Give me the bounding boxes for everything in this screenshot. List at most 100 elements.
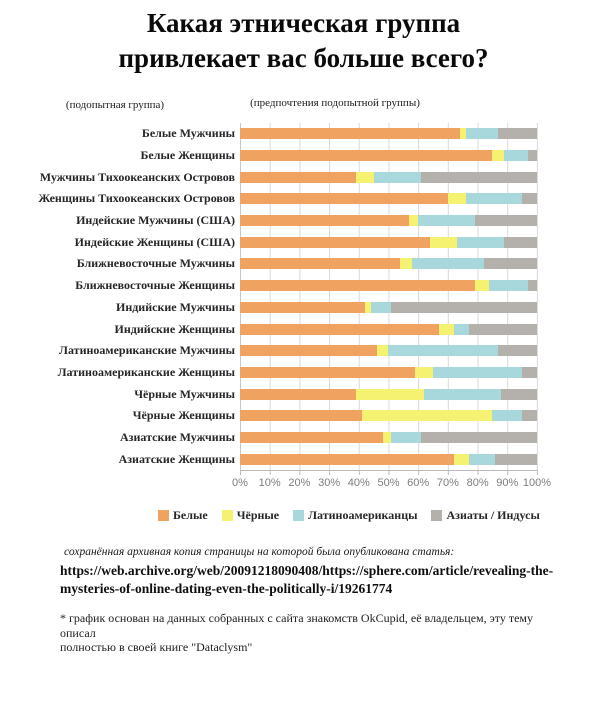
chart-row: Чёрные Женщины (0, 405, 607, 427)
bar-segment (474, 215, 537, 227)
bar-segment (240, 323, 439, 335)
category-label: Белые Женщины (140, 148, 235, 163)
stacked-bar-chart: Белые Мужчины Белые Женщины Мужчины Тихоок… (0, 123, 607, 503)
bar-track (240, 215, 537, 227)
legend: Белые Чёрные Латиноамериканцы Азиаты / Инду… (158, 508, 540, 523)
bar-segment (361, 410, 493, 422)
legend-swatch (293, 510, 305, 521)
stacked-bar (240, 280, 537, 292)
archive-url-line1: https://web.archive.org/web/200912180904… (60, 563, 554, 578)
archive-url: https://web.archive.org/web/200912180904… (60, 562, 590, 597)
stacked-bar (240, 301, 537, 313)
bar-segment (498, 128, 537, 140)
chart-row: Азиатские Женщины (0, 448, 607, 470)
bar-segment (415, 366, 434, 378)
legend-item: Азиаты / Индусы (431, 508, 540, 523)
x-tick-label: 20% (288, 477, 311, 489)
bar-rows: Белые Мужчины Белые Женщины Мужчины Тихоок… (0, 123, 607, 470)
category-label: Чёрные Женщины (132, 408, 235, 423)
archive-url-line2: mysteries-of-online-dating-even-the-poli… (60, 580, 393, 596)
bar-segment (391, 301, 537, 313)
bar-track (240, 345, 537, 357)
bar-segment (240, 258, 401, 270)
bar-segment (528, 150, 537, 162)
bar-segment (421, 171, 537, 183)
chart-row: Белые Мужчины (0, 123, 607, 145)
x-tick-label: 10% (258, 477, 281, 489)
bar-track (240, 388, 537, 400)
source-footnote: * график основан на данных собранных с с… (60, 611, 570, 655)
bar-segment (421, 431, 537, 443)
bar-segment (447, 193, 466, 205)
category-label: Азиатские Женщины (118, 451, 235, 466)
bar-segment (240, 431, 383, 443)
page-title-line1: Какая этническая группа (146, 8, 461, 38)
category-label: Азиатские Мужчины (120, 429, 235, 444)
bar-segment (483, 258, 537, 270)
subtitle-test-group: (подопытная группа) (65, 99, 165, 111)
bar-track (240, 431, 537, 443)
bar-track (240, 410, 537, 422)
stacked-bar (240, 345, 537, 357)
legend-item: Латиноамериканцы (293, 508, 417, 523)
legend-label: Чёрные (236, 508, 280, 522)
bar-segment (391, 431, 422, 443)
bar-segment (465, 128, 499, 140)
bar-segment (240, 345, 377, 357)
bar-segment (240, 366, 416, 378)
x-tick-label: 100% (522, 477, 552, 489)
bar-segment (418, 215, 475, 227)
bar-segment (370, 301, 392, 313)
chart-row: Женщины Тихоокеанских Островов (0, 188, 607, 210)
legend-swatch (431, 510, 443, 521)
bar-segment (240, 280, 475, 292)
bar-track (240, 323, 537, 335)
bar-track (240, 128, 537, 140)
chart-row: Ближневосточные Женщины (0, 275, 607, 297)
bar-segment (240, 301, 365, 313)
bar-track (240, 258, 537, 270)
legend-swatch (221, 510, 233, 521)
bar-track (240, 236, 537, 248)
stacked-bar (240, 323, 537, 335)
x-axis-tick-marks (240, 471, 538, 475)
source-footnote-line1: * график основан на данных собранных с с… (60, 611, 534, 640)
chart-row: Ближневосточные Мужчины (0, 253, 607, 275)
category-label: Мужчины Тихоокеанских Островов (39, 169, 235, 184)
bar-segment (498, 345, 537, 357)
x-axis-labels: 0% 10% 20% 30% 40% 50% 60% 70% 80% 90% 100% (232, 477, 551, 491)
bar-segment (522, 410, 537, 422)
archive-note: сохранённая архивная копия страницы на к… (64, 546, 455, 558)
chart-row: Индейские Мужчины (США) (0, 210, 607, 232)
bar-segment (240, 388, 356, 400)
category-label: Индейские Мужчины (США) (76, 213, 235, 228)
stacked-bar (240, 128, 537, 140)
bar-segment (456, 236, 505, 248)
bar-segment (468, 323, 537, 335)
stacked-bar (240, 150, 537, 162)
x-tick-label: 40% (347, 477, 370, 489)
bar-segment (489, 280, 529, 292)
category-label: Латиноамериканские Мужчины (59, 343, 235, 358)
category-label: Белые Мужчины (141, 126, 235, 141)
bar-segment (240, 128, 460, 140)
bar-segment (459, 128, 466, 140)
chart-row: Мужчины Тихоокеанских Островов (0, 166, 607, 188)
bar-segment (430, 236, 457, 248)
bar-segment (355, 171, 374, 183)
bar-segment (453, 323, 469, 335)
bar-segment (240, 215, 410, 227)
stacked-bar (240, 410, 537, 422)
stacked-bar (240, 215, 537, 227)
bar-track (240, 366, 537, 378)
stacked-bar (240, 193, 537, 205)
bar-segment (438, 323, 454, 335)
bar-track (240, 193, 537, 205)
legend-label: Латиноамериканцы (308, 508, 418, 522)
stacked-bar (240, 236, 537, 248)
bar-segment (522, 366, 537, 378)
legend-label: Азиаты / Индусы (446, 508, 540, 522)
category-label: Индийские Женщины (114, 321, 235, 336)
stacked-bar (240, 431, 537, 443)
